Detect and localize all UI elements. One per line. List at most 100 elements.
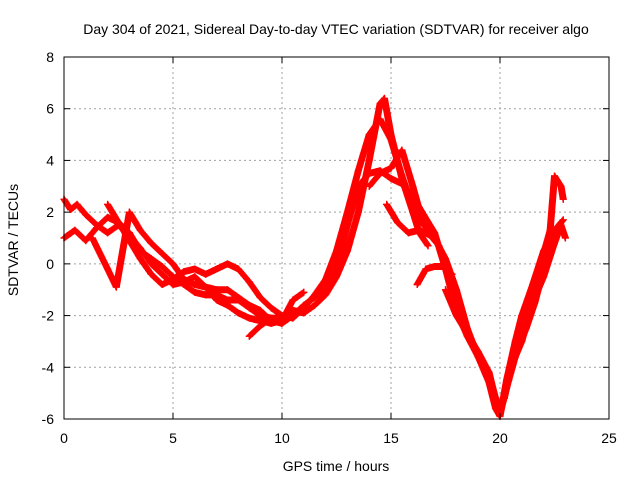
data-point: [387, 175, 395, 183]
data-point: [147, 270, 155, 278]
data-point: [529, 299, 537, 307]
data-point: [169, 260, 177, 268]
data-point: [169, 281, 177, 289]
data-point: [415, 226, 423, 234]
data-point: [431, 229, 439, 237]
data-point: [540, 250, 548, 258]
data-point: [354, 208, 362, 216]
x-tick-label: 25: [601, 430, 617, 446]
data-point: [104, 200, 112, 208]
data-point: [289, 296, 297, 304]
data-point: [224, 260, 231, 268]
data-point: [267, 304, 275, 312]
data-point: [426, 231, 434, 239]
data-point: [191, 273, 199, 281]
series-track-9: [500, 172, 567, 402]
y-axis-ticks: -6 -4 -2 0 2 4 6 8: [42, 49, 609, 427]
data-point: [245, 332, 253, 340]
series-track-7: [413, 262, 456, 289]
data-point: [300, 309, 308, 317]
data-point: [448, 270, 456, 278]
data-point: [404, 229, 412, 237]
series-track-4: [88, 208, 308, 327]
y-tick-label: 0: [46, 256, 54, 272]
data-point: [485, 368, 493, 376]
data-point: [202, 283, 210, 291]
data-point: [394, 218, 402, 226]
data-point: [474, 348, 482, 356]
data-point: [413, 281, 421, 289]
data-points: [60, 94, 569, 420]
data-point: [104, 229, 112, 237]
data-point: [245, 304, 253, 312]
data-point: [191, 265, 199, 273]
data-point: [546, 226, 554, 234]
data-point: [420, 221, 428, 229]
data-point: [343, 247, 351, 255]
series-track-10: [507, 221, 569, 371]
data-point: [343, 221, 351, 229]
data-point: [104, 213, 112, 221]
data-point: [300, 288, 308, 296]
data-point: [158, 250, 166, 258]
x-tick-label: 0: [60, 430, 68, 446]
data-point: [115, 218, 122, 226]
data-point: [422, 265, 430, 273]
data-point: [365, 156, 373, 164]
x-tick-label: 5: [169, 430, 177, 446]
data-point: [540, 273, 548, 281]
data-point: [376, 169, 384, 177]
data-point: [409, 208, 417, 216]
series-track-5: [365, 146, 428, 229]
data-point: [267, 314, 275, 322]
data-point: [383, 200, 391, 208]
y-tick-label: -4: [42, 359, 55, 375]
data-point: [213, 265, 221, 273]
data-point: [112, 283, 120, 291]
x-tick-label: 15: [383, 430, 399, 446]
series-track-8: [442, 286, 502, 413]
data-point: [507, 363, 515, 371]
data-point: [104, 265, 112, 273]
data-point: [398, 146, 406, 154]
data-point: [93, 221, 101, 229]
data-point: [158, 262, 166, 270]
data-point: [500, 394, 508, 402]
data-point: [398, 175, 406, 183]
y-tick-label: 4: [46, 152, 54, 168]
data-point: [256, 293, 264, 301]
data-point: [311, 293, 319, 301]
data-point: [158, 281, 166, 289]
data-point: [234, 265, 242, 273]
y-axis-label: SDTVAR / TECUs: [5, 184, 21, 296]
data-point: [551, 172, 558, 180]
x-axis-label: GPS time / hours: [283, 458, 390, 474]
data-point: [82, 211, 90, 219]
data-point: [88, 234, 96, 242]
data-point: [125, 208, 133, 216]
data-point: [147, 239, 155, 247]
data-point: [561, 234, 569, 242]
data-point: [67, 206, 75, 214]
data-point: [322, 291, 330, 299]
data-point: [82, 237, 90, 245]
data-point: [180, 275, 188, 283]
data-point: [256, 322, 264, 330]
data-point: [73, 200, 81, 208]
chart-title: Day 304 of 2021, Sidereal Day-to-day VTE…: [83, 21, 589, 37]
data-point: [333, 273, 340, 281]
y-tick-label: -6: [42, 411, 55, 427]
data-point: [136, 247, 144, 255]
x-tick-label: 20: [492, 430, 508, 446]
data-point: [551, 239, 558, 247]
data-point: [234, 296, 242, 304]
data-point: [557, 182, 565, 190]
x-axis-ticks: 0 5 10 15 20 25: [60, 57, 617, 446]
data-point: [494, 405, 502, 413]
data-point: [245, 314, 253, 322]
data-point: [169, 273, 177, 281]
data-point: [439, 262, 447, 270]
data-point: [213, 296, 221, 304]
data-point: [431, 262, 439, 270]
